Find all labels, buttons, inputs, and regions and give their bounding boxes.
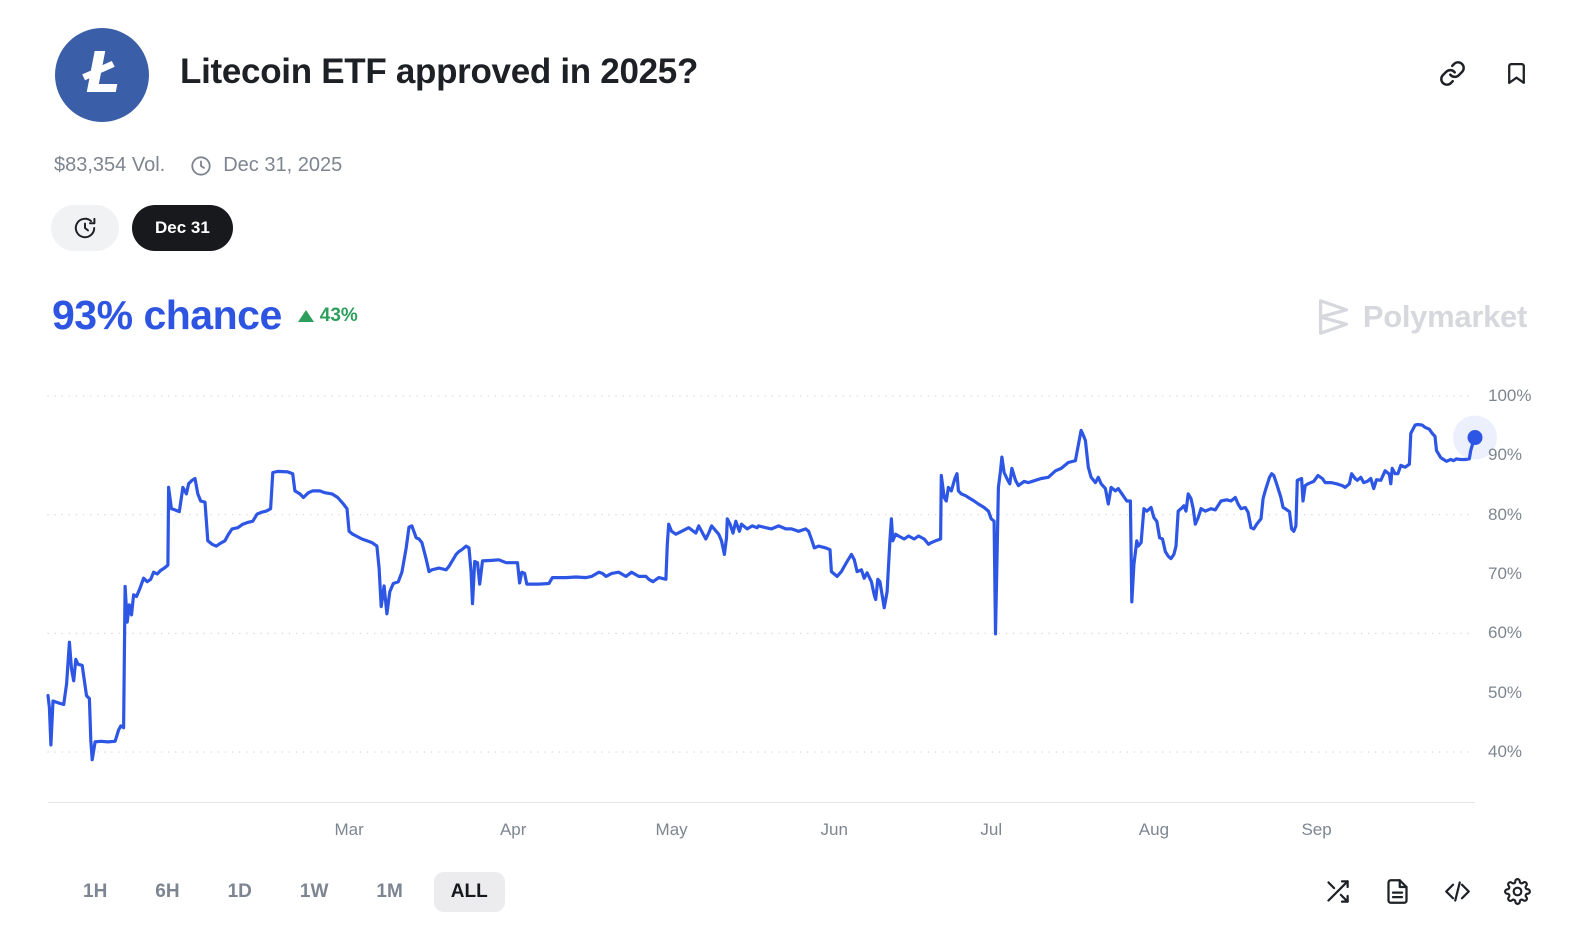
chance-line-series bbox=[46, 422, 1477, 762]
probability-chart[interactable] bbox=[46, 390, 1497, 810]
copy-link-button[interactable] bbox=[1437, 58, 1467, 88]
current-value-dot bbox=[1467, 430, 1483, 446]
market-meta: $83,354 Vol. Dec 31, 2025 bbox=[54, 154, 342, 177]
chance-delta: 43% bbox=[297, 304, 358, 327]
polymarket-watermark: Polymarket bbox=[1313, 296, 1527, 338]
delta-value: 43% bbox=[319, 304, 358, 326]
range-1w-button[interactable]: 1W bbox=[283, 872, 346, 912]
bookmark-icon bbox=[1507, 62, 1525, 84]
random-market-button[interactable] bbox=[1324, 878, 1351, 905]
y-axis-label: 60% bbox=[1488, 623, 1523, 643]
outcome-pills: Dec 31 bbox=[51, 205, 233, 251]
file-text-icon bbox=[1387, 879, 1408, 904]
range-1m-button[interactable]: 1M bbox=[359, 872, 419, 912]
range-6h-button[interactable]: 6H bbox=[138, 872, 196, 912]
volume-text: $83,354 Vol. bbox=[54, 154, 166, 176]
x-axis-label: Sep bbox=[1301, 820, 1332, 839]
y-axis-label: 40% bbox=[1488, 742, 1523, 761]
arrow-up-icon bbox=[297, 309, 314, 322]
y-axis-label: 100% bbox=[1488, 386, 1532, 405]
litecoin-glyph: Ł bbox=[83, 40, 121, 106]
end-date-text: Dec 31, 2025 bbox=[223, 154, 343, 176]
polymarket-wordmark: Polymarket bbox=[1362, 299, 1527, 334]
x-axis-label: Jun bbox=[820, 820, 848, 839]
shuffle-icon bbox=[1327, 880, 1349, 903]
gear-icon bbox=[1504, 878, 1531, 905]
range-1h-button[interactable]: 1H bbox=[66, 872, 124, 912]
range-all-button[interactable]: ALL bbox=[433, 872, 505, 912]
polymarket-logo-icon bbox=[1318, 299, 1348, 335]
x-axis-line bbox=[48, 802, 1475, 803]
x-axis-label: May bbox=[655, 820, 688, 839]
y-axis-label: 70% bbox=[1488, 564, 1523, 583]
y-axis-label: 50% bbox=[1488, 682, 1523, 702]
time-range-selector: 1H 6H 1D 1W 1M ALL bbox=[66, 872, 505, 912]
y-axis-label: 90% bbox=[1488, 445, 1523, 465]
settings-button[interactable] bbox=[1504, 878, 1531, 905]
chance-value: 93% chance bbox=[52, 292, 282, 338]
embed-button[interactable] bbox=[1444, 878, 1471, 905]
chance-row: 93% chance 43% bbox=[52, 292, 358, 339]
bookmark-button[interactable] bbox=[1501, 58, 1531, 88]
market-logo-litecoin: Ł bbox=[55, 28, 149, 122]
link-icon bbox=[1439, 60, 1465, 86]
chart-tools bbox=[1324, 878, 1531, 905]
outcome-date-pill[interactable]: Dec 31 bbox=[132, 205, 233, 251]
clock-history-icon bbox=[74, 217, 96, 239]
rules-button[interactable] bbox=[1384, 878, 1411, 905]
x-axis-label: Apr bbox=[499, 820, 527, 839]
code-icon bbox=[1445, 881, 1470, 902]
x-axis-label: Jul bbox=[980, 820, 1003, 839]
timer-pill-button[interactable] bbox=[51, 205, 119, 251]
x-axis-label: Mar bbox=[334, 820, 364, 839]
clock-icon bbox=[190, 155, 212, 177]
x-axis-label: Aug bbox=[1138, 820, 1170, 839]
page-title: Litecoin ETF approved in 2025? bbox=[180, 52, 699, 91]
y-axis-label: 80% bbox=[1488, 504, 1523, 524]
range-1d-button[interactable]: 1D bbox=[211, 872, 269, 912]
